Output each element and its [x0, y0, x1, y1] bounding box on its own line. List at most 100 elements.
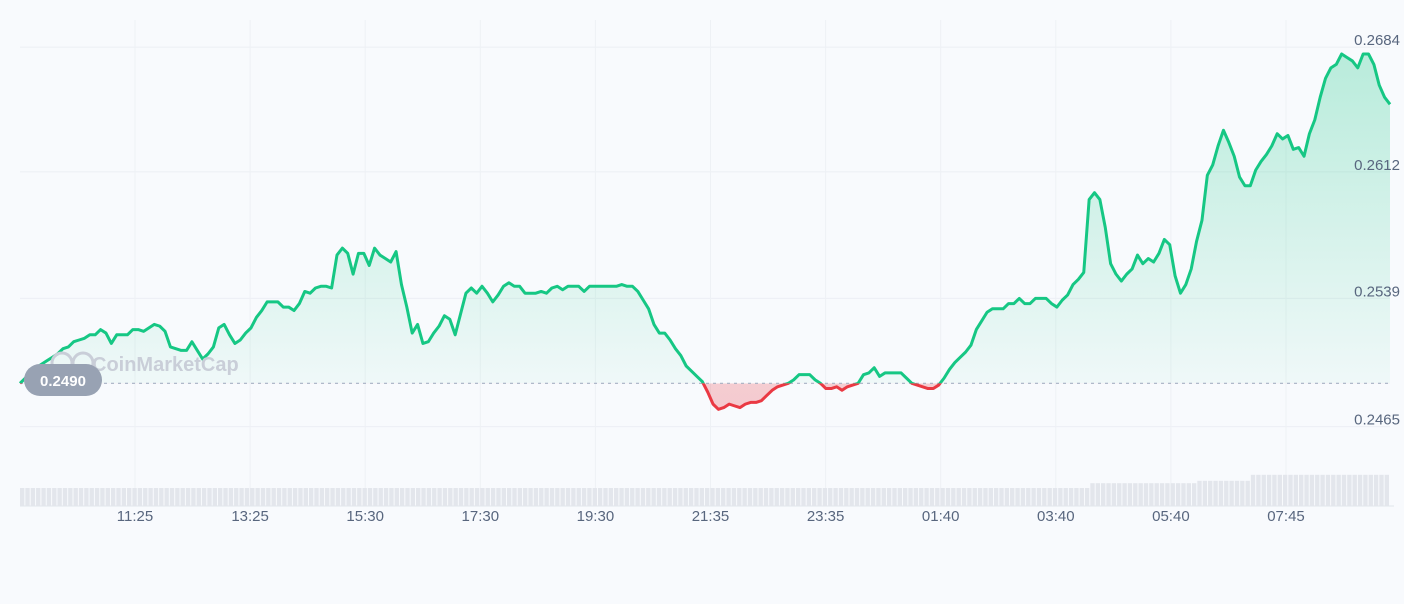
volume-bar	[169, 488, 175, 506]
volume-bar	[560, 488, 565, 506]
volume-bar	[1191, 483, 1197, 506]
volume-bar	[357, 488, 362, 506]
volume-bar	[1036, 488, 1042, 506]
volume-bar	[1154, 483, 1159, 506]
volume-bar	[1373, 474, 1379, 506]
volume-bar	[710, 488, 715, 506]
open-price-badge-bg	[24, 364, 102, 396]
volume-bar	[1368, 474, 1373, 506]
volume-bar	[303, 488, 308, 506]
volume-bar	[30, 488, 36, 506]
volume-bar	[555, 488, 560, 506]
volume-bar	[298, 488, 303, 506]
volume-bar	[699, 488, 704, 506]
volume-bar	[854, 488, 860, 506]
volume-bar	[737, 488, 742, 506]
volume-bar	[480, 488, 485, 506]
x-tick-label: 19:30	[577, 508, 615, 525]
volume-bar	[1138, 483, 1143, 506]
volume-bar	[46, 488, 52, 506]
volume-bar	[705, 488, 710, 506]
volume-bar	[1384, 474, 1389, 506]
volume-bar	[153, 488, 159, 506]
x-tick-label: 13:25	[231, 508, 269, 525]
volume-bar	[592, 488, 597, 506]
volume-bar	[116, 488, 121, 506]
volume-bar	[1293, 474, 1299, 506]
volume-bar	[383, 488, 389, 506]
x-tick-label: 15:30	[346, 508, 384, 525]
x-axis-labels: 11:25 13:25 15:30 17:30 19:30 21:35 23:35 01:40…	[117, 508, 1305, 525]
volume-bar	[218, 488, 223, 506]
volume-bar	[496, 488, 501, 506]
volume-bar	[806, 488, 812, 506]
volume-bar	[1047, 488, 1052, 506]
y-tick-label: 0.2465	[1354, 412, 1400, 429]
volume-bar	[1277, 474, 1282, 506]
volume-bar	[1052, 488, 1058, 506]
volume-bar	[833, 488, 838, 506]
volume-bar	[191, 488, 196, 506]
volume-bar	[228, 488, 234, 506]
volume-bar	[779, 488, 785, 506]
volume-bar	[549, 488, 555, 506]
volume-bar	[977, 488, 983, 506]
volume-bar	[501, 488, 506, 506]
price-line	[18, 52, 1392, 411]
volume-bar	[223, 488, 228, 506]
volume-bar	[105, 488, 110, 506]
volume-bar	[1133, 483, 1138, 506]
y-tick-label: 0.2684	[1354, 32, 1400, 49]
volume-bar	[662, 488, 667, 506]
volume-bar	[1079, 488, 1084, 506]
volume-bar	[614, 488, 619, 506]
volume-bar	[287, 488, 292, 506]
volume-bar	[308, 488, 314, 506]
volume-bar	[1363, 474, 1368, 506]
volume-bar	[1117, 483, 1122, 506]
volume-bar	[860, 488, 865, 506]
volume-bar	[646, 488, 651, 506]
volume-bar	[651, 488, 656, 506]
volume-bar	[603, 488, 608, 506]
volume-bar	[78, 488, 84, 506]
volume-bars	[20, 474, 1389, 506]
volume-bar	[464, 488, 469, 506]
volume-bar	[640, 488, 646, 506]
volume-bar	[25, 488, 30, 506]
volume-bar	[881, 488, 886, 506]
volume-bar	[1315, 474, 1320, 506]
volume-bar	[1213, 480, 1218, 506]
volume-bar	[180, 488, 185, 506]
volume-bar	[870, 488, 876, 506]
volume-bar	[972, 488, 977, 506]
volume-bar	[1272, 474, 1277, 506]
grid-lines	[20, 20, 1394, 507]
volume-bar	[694, 488, 699, 506]
volume-bar	[362, 488, 367, 506]
volume-bar	[956, 488, 961, 506]
volume-bar	[207, 488, 212, 506]
volume-bar	[1063, 488, 1068, 506]
volume-bar	[432, 488, 437, 506]
volume-bar	[367, 488, 373, 506]
volume-bar	[742, 488, 747, 506]
volume-bar	[271, 488, 276, 506]
volume-bar	[57, 488, 62, 506]
volume-bar	[983, 488, 988, 506]
volume-bar	[73, 488, 78, 506]
volume-bar	[849, 488, 854, 506]
volume-bar	[993, 488, 999, 506]
volume-bar	[244, 488, 250, 506]
volume-bar	[410, 488, 416, 506]
volume-bar	[795, 488, 801, 506]
volume-bar	[533, 488, 539, 506]
volume-bar	[581, 488, 587, 506]
volume-bar	[630, 488, 635, 506]
volume-bar	[41, 488, 46, 506]
volume-bar	[1170, 483, 1175, 506]
volume-bar	[1240, 480, 1245, 506]
volume-bar	[132, 488, 137, 506]
